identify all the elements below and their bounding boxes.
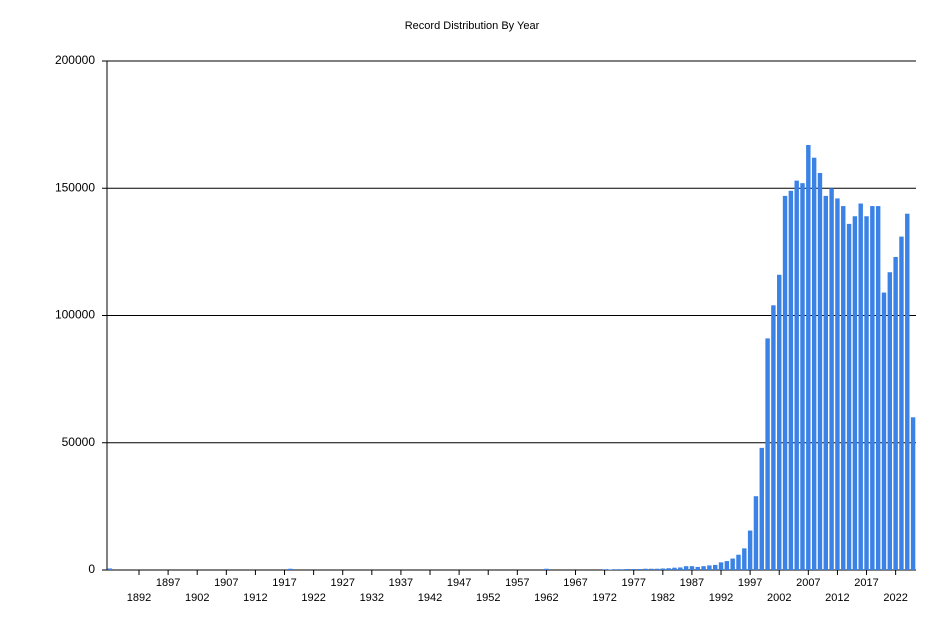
bar [608, 569, 613, 570]
bar [887, 272, 893, 570]
bar [747, 530, 753, 570]
y-tick-label: 50000 [62, 435, 96, 449]
bar [631, 568, 636, 570]
x-tick-label: 1972 [592, 592, 616, 604]
bar [881, 292, 887, 570]
x-tick-label: 2022 [883, 592, 907, 604]
bar [707, 565, 712, 570]
bar [893, 256, 898, 570]
bar [666, 568, 671, 570]
bar [765, 338, 770, 570]
bar [852, 216, 858, 570]
x-tick-label: 2007 [796, 577, 820, 589]
x-tick-label: 1992 [709, 592, 733, 604]
bar [817, 172, 823, 571]
x-tick-label: 1952 [476, 592, 500, 604]
bar [544, 568, 549, 570]
x-tick-label: 2012 [825, 592, 849, 604]
bar [742, 548, 747, 570]
bar [660, 568, 666, 570]
bar [718, 562, 724, 570]
bar [736, 554, 741, 570]
bar [614, 569, 619, 570]
bar [811, 157, 817, 570]
y-tick-label: 100000 [55, 308, 95, 322]
bar [875, 206, 881, 570]
x-tick-label: 1897 [156, 577, 180, 589]
bar [288, 568, 293, 570]
x-tick-label: 1997 [738, 577, 762, 589]
x-tick-label: 2002 [767, 592, 791, 604]
bar [695, 566, 700, 570]
x-tick-label: 1932 [360, 592, 384, 604]
bar [619, 569, 625, 570]
bar [910, 417, 916, 570]
x-tick-label: 1917 [272, 577, 296, 589]
bar [637, 568, 642, 570]
bar [654, 568, 660, 570]
x-tick-label: 1957 [505, 577, 529, 589]
bar [846, 223, 852, 570]
x-tick-label: 1937 [389, 577, 413, 589]
bar [864, 216, 869, 570]
x-tick-label: 1892 [127, 592, 151, 604]
bar [678, 567, 683, 570]
x-tick-label: 1987 [680, 577, 704, 589]
x-tick-label: 1962 [534, 592, 558, 604]
bar [829, 188, 834, 570]
x-tick-label: 1927 [330, 577, 354, 589]
bar [672, 567, 677, 570]
bar [701, 566, 706, 570]
x-tick-label: 1907 [214, 577, 238, 589]
x-tick-label: 1947 [447, 577, 471, 589]
bar [712, 564, 718, 570]
bar [800, 183, 805, 570]
x-tick-label: 1977 [621, 577, 645, 589]
x-tick-label: 1922 [301, 592, 325, 604]
y-tick-label: 200000 [55, 53, 95, 67]
chart-title: Record Distribution By Year [405, 20, 540, 32]
bar [777, 274, 782, 570]
bar [835, 198, 840, 570]
bar [806, 144, 811, 571]
bar [724, 561, 730, 570]
bar [899, 236, 904, 571]
x-tick-label: 1902 [185, 592, 209, 604]
bar [841, 206, 846, 570]
y-tick-label: 150000 [55, 180, 95, 194]
bar [689, 566, 695, 570]
bar [730, 558, 735, 570]
bar [858, 203, 863, 570]
bar [771, 305, 776, 570]
bar [602, 569, 607, 570]
bar [759, 447, 764, 570]
bar [683, 566, 689, 570]
bar [870, 206, 875, 570]
bar [782, 195, 788, 570]
bar [107, 568, 113, 570]
bar [648, 568, 654, 570]
x-tick-label: 1982 [651, 592, 675, 604]
bar [823, 195, 828, 570]
y-tick-label: 0 [88, 562, 95, 576]
x-tick-label: 1942 [418, 592, 442, 604]
bar [625, 568, 631, 570]
x-tick-label: 1912 [243, 592, 267, 604]
bar [905, 213, 910, 570]
bar [643, 568, 648, 570]
x-tick-label: 1967 [563, 577, 587, 589]
x-tick-label: 2017 [854, 577, 878, 589]
bar [794, 180, 799, 571]
bar [788, 190, 794, 571]
bar [753, 496, 759, 570]
